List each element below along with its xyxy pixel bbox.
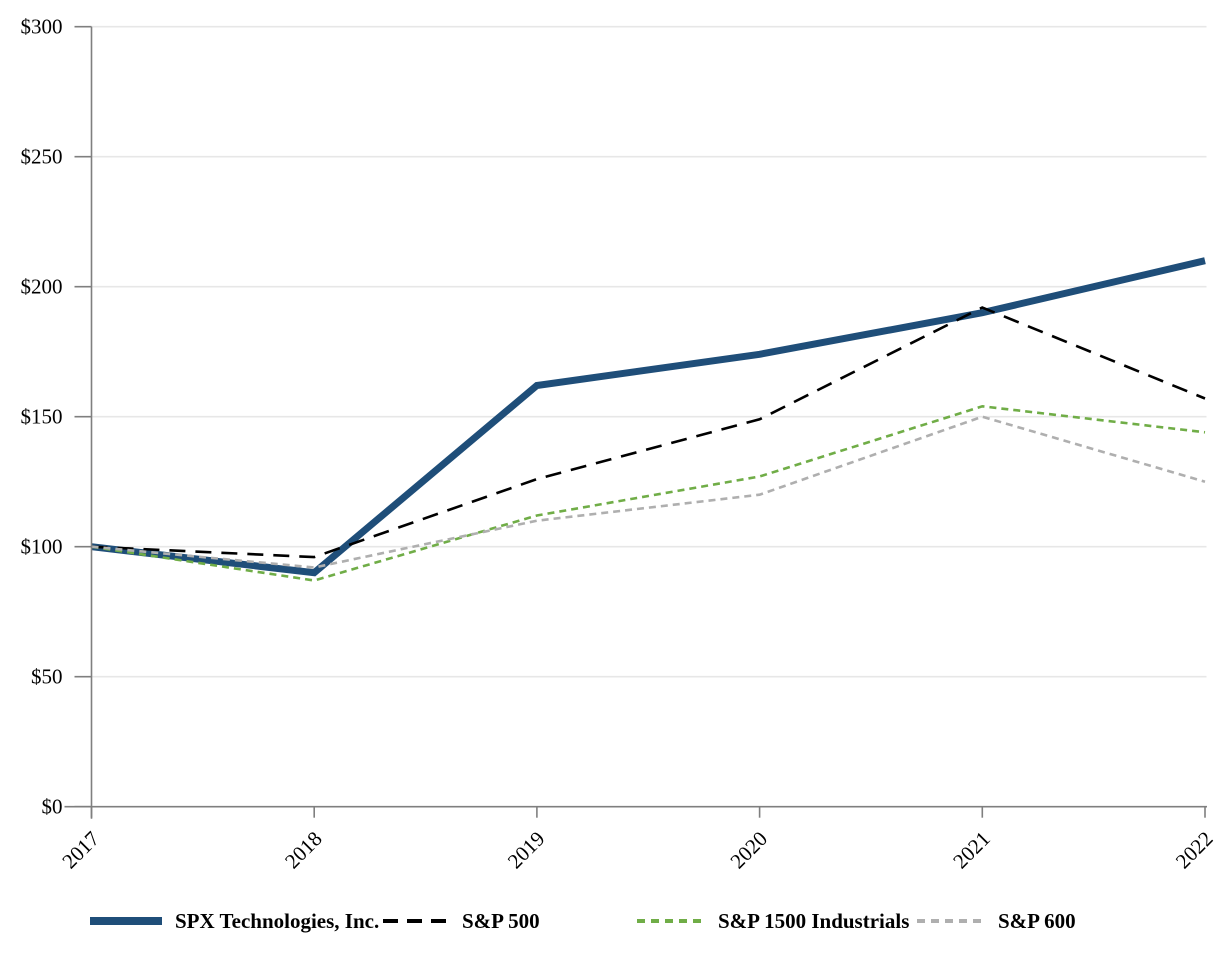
series-line-s-p-600 xyxy=(91,415,1206,569)
gridlines xyxy=(91,25,1207,678)
x-axis-tick-label: 2022 xyxy=(1171,827,1218,874)
legend-line-swatch xyxy=(917,919,985,923)
chart-legend: SPX Technologies, Inc. S&P 500 S&P 1500 In… xyxy=(0,903,1226,939)
legend-item-spx-technologies-inc: SPX Technologies, Inc. xyxy=(90,903,379,939)
legend-label: SPX Technologies, Inc. xyxy=(175,909,380,933)
performance-chart: $0 $50 $100 $150 $200 $250 $300 2017 2018 2019 202… xyxy=(21,15,1218,874)
legend-label: S&P 600 xyxy=(998,909,1076,933)
y-axis-tick-label: $100 xyxy=(21,535,63,559)
x-axis-tick-label: 2019 xyxy=(503,827,550,874)
series-line-s-p-500 xyxy=(91,306,1206,559)
y-axis-tick-label: $250 xyxy=(21,145,63,169)
axes xyxy=(64,25,1207,819)
legend-line-swatch xyxy=(383,919,449,923)
legend-label: S&P 500 xyxy=(462,909,540,933)
y-axis-tick-label: $300 xyxy=(21,15,63,39)
x-axis-tick-label: 2017 xyxy=(57,827,104,874)
series-line-s-p-1500-industrials xyxy=(91,404,1206,582)
legend-line-swatch xyxy=(90,917,162,925)
x-axis-tick-label: 2020 xyxy=(725,827,772,874)
legend-item-s-p-600: S&P 600 xyxy=(917,903,1076,939)
axis-labels: $0 $50 $100 $150 $200 $250 $300 2017 2018 2019 202… xyxy=(21,15,1218,874)
legend-item-s-p-1500-industrials: S&P 1500 Industrials xyxy=(637,903,909,939)
y-axis-tick-label: $200 xyxy=(21,275,63,299)
x-axis-tick-label: 2021 xyxy=(948,827,995,874)
legend-line-swatch xyxy=(637,919,705,923)
y-axis-tick-label: $50 xyxy=(31,665,63,689)
series-line-spx-technologies-inc xyxy=(91,257,1206,577)
x-axis-tick-label: 2018 xyxy=(280,827,327,874)
legend-label: S&P 1500 Industrials xyxy=(718,909,910,933)
y-axis-tick-label: $150 xyxy=(21,405,63,429)
y-axis-tick-label: $0 xyxy=(42,795,63,819)
legend-item-s-p-500: S&P 500 xyxy=(383,903,540,939)
series-lines xyxy=(91,257,1206,582)
